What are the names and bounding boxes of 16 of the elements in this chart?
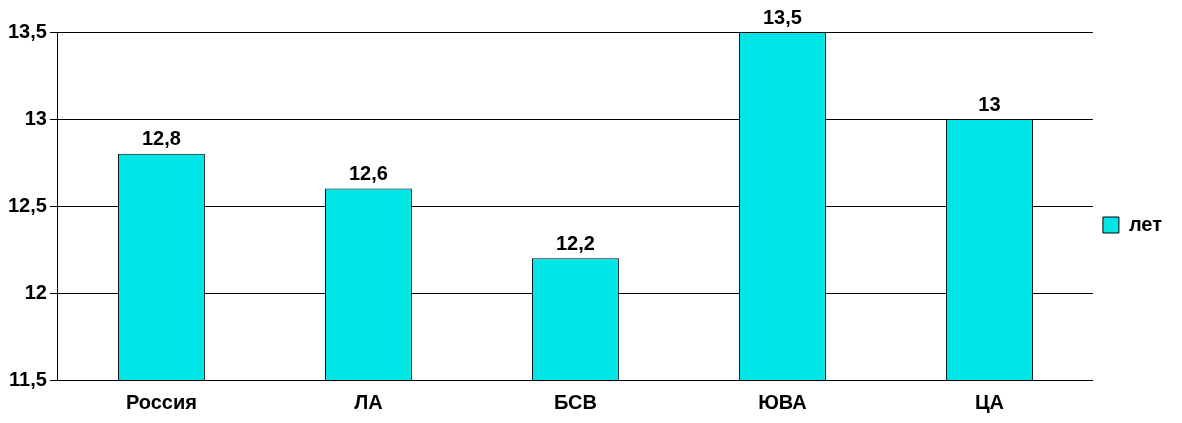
y-tick-label: 13,5 — [7, 19, 47, 42]
y-tick-label: 11,5 — [9, 367, 47, 390]
x-tick-label: ЦА — [974, 390, 1004, 413]
legend-label: лет — [1128, 212, 1163, 235]
data-label: 13 — [978, 92, 1001, 115]
x-tick-label: Россия — [125, 390, 197, 413]
data-label: 12,2 — [555, 231, 595, 254]
data-label: 13,5 — [762, 5, 802, 28]
y-tick-label: 12,5 — [7, 193, 47, 216]
x-tick-label: ЛА — [354, 390, 383, 413]
data-label: 12,6 — [348, 162, 388, 185]
data-label: 12,8 — [141, 127, 181, 150]
x-tick-label: БСВ — [553, 390, 597, 413]
y-tick-label: 13 — [24, 106, 47, 129]
x-tick-label: ЮВА — [758, 390, 807, 413]
y-tick-label: 12 — [24, 280, 47, 303]
